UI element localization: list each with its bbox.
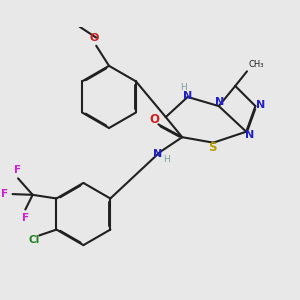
Text: Cl: Cl [29,235,40,245]
Text: N: N [153,149,162,159]
Text: N: N [256,100,265,110]
Text: F: F [14,165,22,175]
Text: N: N [183,91,192,101]
Text: O: O [90,33,99,43]
Text: H: H [180,83,187,92]
Text: F: F [1,189,8,199]
Text: F: F [22,213,29,223]
Text: CH₃: CH₃ [248,60,264,69]
Text: S: S [208,141,217,154]
Text: H: H [164,155,170,164]
Text: N: N [245,130,254,140]
Text: O: O [150,113,160,127]
Text: N: N [215,98,224,107]
